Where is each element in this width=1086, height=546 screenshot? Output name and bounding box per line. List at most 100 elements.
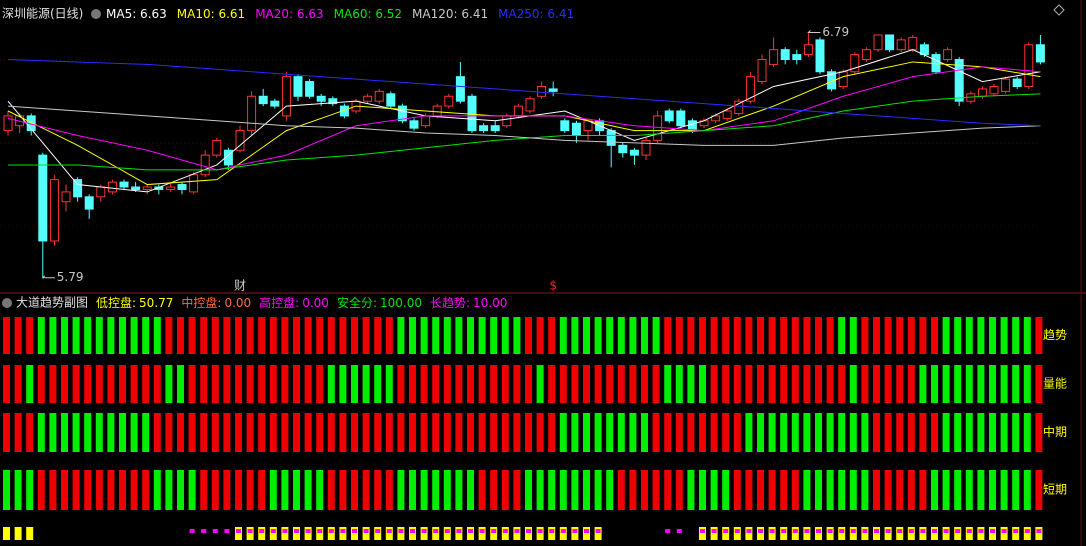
state-bar [896,365,904,403]
candle-body [745,76,755,102]
candle-body [73,179,83,198]
state-bar [919,365,927,403]
signal-bar [385,527,393,540]
state-bar [896,413,904,452]
candle-body [107,181,117,193]
state-bar [791,317,799,354]
state-bar [119,470,126,510]
stat-label: 安全分: [337,295,377,310]
signal-dot [514,529,520,533]
state-bar [61,413,68,452]
signal-dot [224,529,230,533]
state-bar [478,365,486,403]
candle-body [989,85,999,95]
candle-body [711,115,721,122]
settings-icon[interactable] [1053,4,1065,16]
state-bar [37,470,45,510]
state-bar [200,317,208,354]
state-bar [791,413,799,452]
state-bar [84,470,92,510]
state-bar [397,317,405,354]
signal-bar [26,527,34,540]
state-bar [130,317,138,354]
state-bar [826,317,834,354]
state-bar [733,413,741,452]
signal-bar [559,527,567,540]
state-bar [385,413,393,452]
state-bar [745,413,753,452]
candle-body [861,49,871,60]
candle-body [339,105,349,117]
state-bar [815,317,822,354]
candle-body [525,98,535,112]
state-bar [14,317,22,354]
candle-body [873,34,883,51]
state-bar [490,470,498,510]
candle-body [571,122,581,137]
candle-body [1024,44,1034,87]
state-bar [119,413,126,452]
state-bar [223,365,231,403]
state-bar [536,317,544,354]
state-bar [409,413,416,452]
signal-dot [978,529,984,533]
signal-bar [745,527,753,540]
signal-bar [780,527,788,540]
state-bar [710,470,718,510]
signal-bar [235,527,242,540]
signal-bar [490,527,498,540]
candle-body [977,88,987,97]
event-marker: $ [549,279,557,293]
state-bar [211,413,219,452]
state-bar [942,365,950,403]
signal-dot [943,529,949,533]
signal-dot [920,529,926,533]
state-bar [641,470,648,510]
state-bar [652,317,660,354]
signal-dot [444,529,450,533]
state-bar [467,470,474,510]
state-bar [710,317,718,354]
candle-body [664,110,674,122]
state-bar [211,470,219,510]
state-bar [942,470,950,510]
state-bar [803,365,811,403]
menu-icon[interactable] [2,298,12,308]
state-bar [142,317,150,354]
state-bar [188,365,196,403]
signal-bar [409,527,416,540]
event-marker: 财 [234,279,246,293]
state-bar [478,317,486,354]
candle-body [84,196,94,210]
state-bar [815,365,822,403]
menu-icon[interactable] [91,9,101,19]
state-bar [884,470,892,510]
state-bar [722,317,730,354]
row-label: 短期 [1043,483,1067,497]
candle-body [421,115,431,127]
candle-body [896,39,906,51]
legend-entry: MA10: 6.61 [177,7,245,21]
stat-label: 高控盘: [259,295,299,310]
annotation-label: 5.79 [57,270,84,284]
state-bar [3,317,10,354]
state-bar [710,365,718,403]
signal-bar [942,527,950,540]
state-bar [548,317,556,354]
state-bar [907,365,915,403]
state-bar [281,413,289,452]
state-bar [409,365,416,403]
signal-bar [258,527,266,540]
candle-body [432,105,442,117]
signal-dot [456,529,462,533]
state-bar [374,413,382,452]
state-bar [1012,470,1020,510]
state-bar [664,317,672,354]
signal-bar [455,527,463,540]
signal-dot [862,529,868,533]
signal-dot [584,529,589,533]
state-bar [72,470,80,510]
state-bar [165,317,173,354]
state-bar [235,413,242,452]
state-bar [571,365,579,403]
